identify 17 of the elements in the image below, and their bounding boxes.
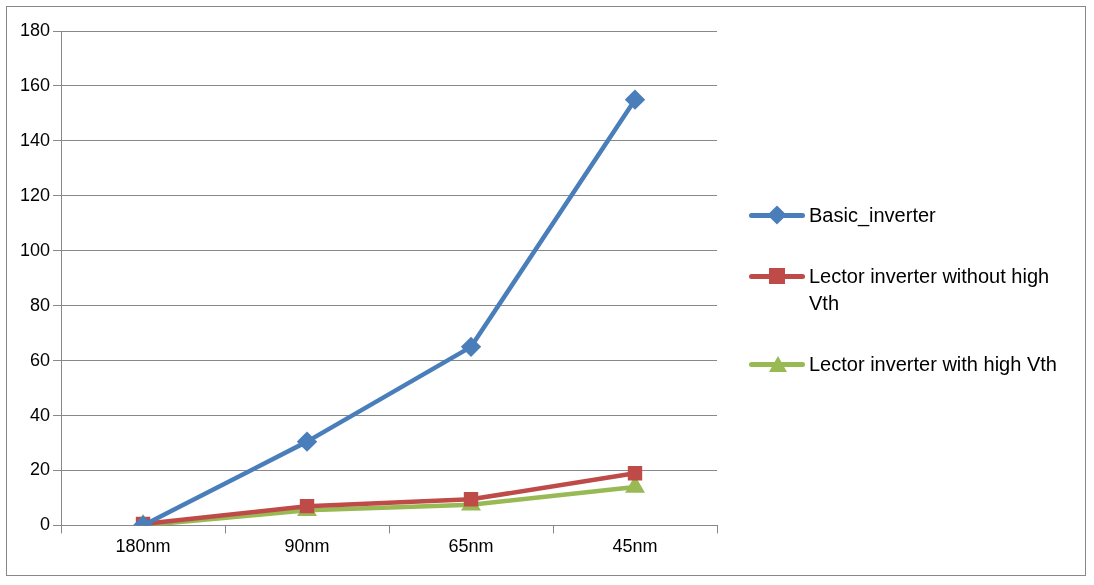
- y-tick-label: 160: [19, 74, 51, 95]
- y-tick-label: 180: [19, 19, 51, 40]
- y-tick-label: 60: [30, 349, 51, 370]
- y-tick-label: 100: [19, 239, 51, 260]
- legend-label: Lector inverter with high Vth: [809, 352, 1057, 377]
- x-tick-label: 180nm: [115, 536, 171, 557]
- y-tick-label: 80: [30, 294, 51, 315]
- x-tick-label: 45nm: [612, 536, 658, 557]
- y-tick-label: 120: [19, 184, 51, 205]
- x-tick-label: 90nm: [284, 536, 330, 557]
- y-tick-label: 0: [40, 514, 51, 535]
- y-tick-label: 20: [30, 459, 51, 480]
- legend-label: Basic_inverter: [809, 203, 936, 229]
- y-tick-label: 40: [30, 404, 51, 425]
- y-tick-label: 140: [19, 129, 51, 150]
- x-tick-label: 65nm: [448, 536, 494, 557]
- legend-label: Lector inverter without high Vth: [809, 264, 1051, 316]
